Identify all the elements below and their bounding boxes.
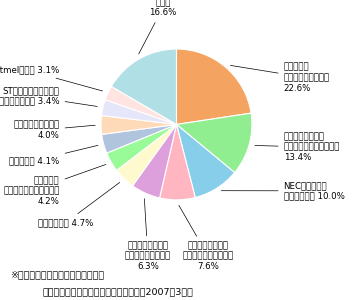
Text: NECエレクトロ
ニクス（日） 10.0%: NECエレクトロ ニクス（日） 10.0%	[221, 181, 345, 200]
Text: インフィニオン・
テクノロジーズ（独）
7.6%: インフィニオン・ テクノロジーズ（独） 7.6%	[179, 205, 234, 271]
Text: 松下電器産業（日）
4.0%: 松下電器産業（日） 4.0%	[13, 121, 95, 140]
Text: Atmel（米） 3.1%: Atmel（米） 3.1%	[0, 66, 102, 91]
Text: マイクロチップ・
テクノロジー（米）
6.3%: マイクロチップ・ テクノロジー（米） 6.3%	[125, 199, 171, 271]
Wedge shape	[160, 124, 195, 200]
Text: 東苝（日） 4.1%: 東苝（日） 4.1%	[9, 145, 98, 165]
Text: 富士通（日） 4.7%: 富士通（日） 4.7%	[38, 182, 120, 227]
Wedge shape	[101, 116, 176, 134]
Wedge shape	[132, 124, 176, 198]
Text: STマイクロエレクトロ
ニクス（伊／仏） 3.4%: STマイクロエレクトロ ニクス（伊／仏） 3.4%	[0, 86, 97, 106]
Wedge shape	[176, 49, 251, 124]
Wedge shape	[107, 124, 176, 170]
Text: ※　３％以上のシェアを有する企業: ※ ３％以上のシェアを有する企業	[11, 271, 105, 280]
Wedge shape	[105, 86, 176, 124]
Text: （出典）ガートナー　データクエスト（2007年3月）: （出典）ガートナー データクエスト（2007年3月）	[42, 287, 193, 296]
Text: テキサス・
インスツルメンツ（米）
4.2%: テキサス・ インスツルメンツ（米） 4.2%	[3, 164, 106, 206]
Wedge shape	[102, 100, 176, 124]
Wedge shape	[116, 124, 176, 186]
Wedge shape	[176, 124, 235, 197]
Wedge shape	[176, 113, 252, 172]
Text: ルネサス・
テクノロジー（日）
22.6%: ルネサス・ テクノロジー（日） 22.6%	[231, 63, 330, 93]
Text: フリースケール・
セミコンダクター（米）
13.4%: フリースケール・ セミコンダクター（米） 13.4%	[255, 132, 340, 162]
Wedge shape	[102, 124, 176, 153]
Text: その他
16.6%: その他 16.6%	[139, 0, 176, 54]
Wedge shape	[111, 49, 176, 124]
